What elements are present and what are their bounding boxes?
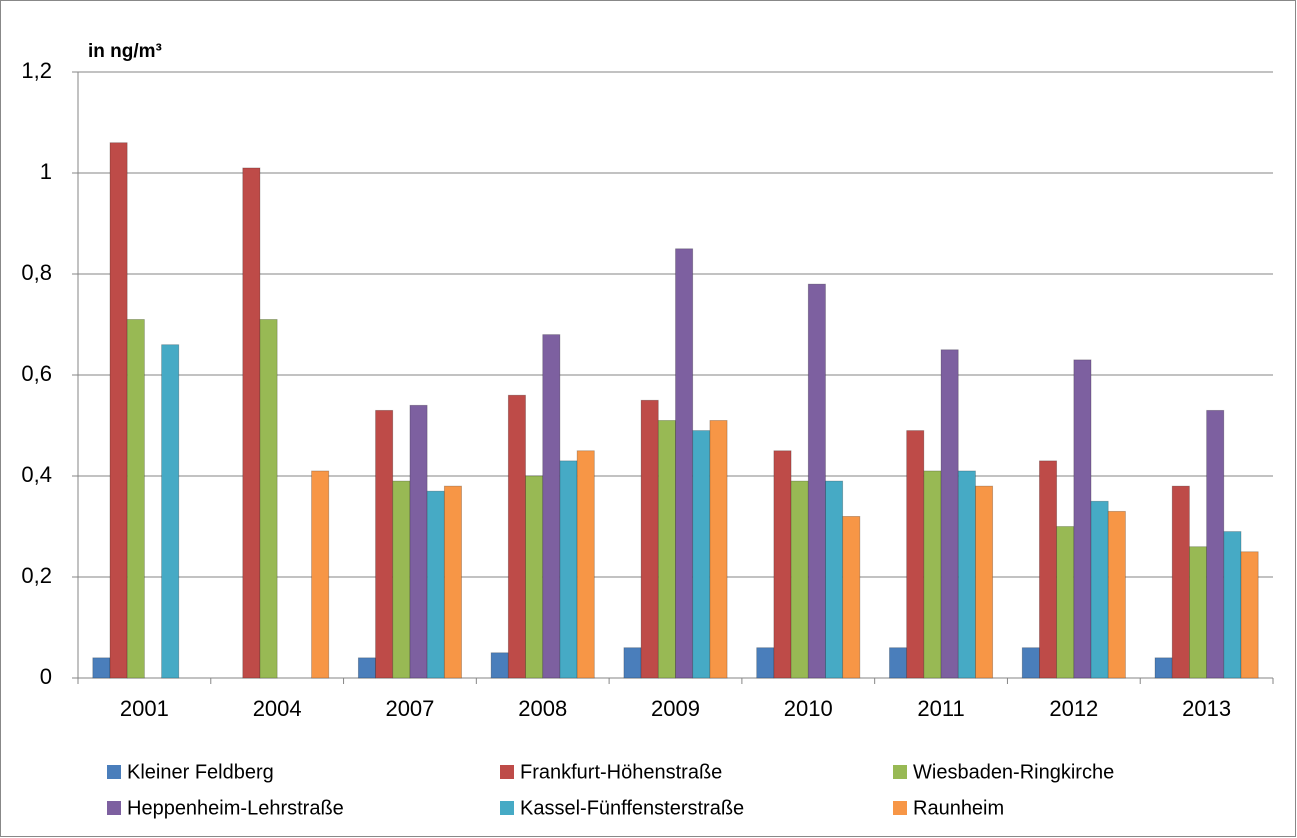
bar: [640, 399, 659, 679]
bar: [490, 652, 509, 679]
bar: [675, 248, 694, 679]
bar: [756, 647, 775, 679]
legend-label: Raunheim: [913, 797, 1004, 819]
bar: [576, 450, 595, 679]
y-tick-label: 1,2: [21, 58, 52, 83]
bar: [409, 404, 428, 679]
bar: [507, 394, 526, 679]
bar: [1240, 551, 1259, 679]
bar: [940, 349, 959, 679]
bar: [375, 409, 394, 679]
bar: [559, 460, 578, 679]
bar: [126, 319, 145, 679]
legend-label: Heppenheim-Lehrstraße: [127, 797, 344, 819]
bar: [525, 475, 544, 679]
bar: [889, 647, 908, 679]
legend-swatch: [107, 765, 121, 779]
x-tick-label: 2007: [385, 696, 434, 721]
x-tick-label: 2004: [253, 696, 302, 721]
bar: [259, 319, 278, 679]
bar: [923, 470, 942, 679]
y-tick-label: 1: [40, 159, 52, 184]
bar: [1107, 510, 1126, 679]
bar: [357, 657, 376, 679]
bar: [1154, 657, 1173, 679]
bar: [1090, 500, 1109, 679]
legend-swatch: [500, 765, 514, 779]
x-tick-label: 2010: [784, 696, 833, 721]
legend-swatch: [893, 765, 907, 779]
y-tick-label: 0,4: [21, 462, 52, 487]
x-tick-label: 2012: [1049, 696, 1098, 721]
x-tick-label: 2013: [1182, 696, 1231, 721]
y-tick-label: 0,2: [21, 563, 52, 588]
bar: [1073, 359, 1092, 679]
bar: [773, 450, 792, 679]
bar: [92, 657, 111, 679]
legend-swatch: [500, 801, 514, 815]
bar: [1189, 546, 1208, 679]
bar: [311, 470, 330, 679]
bar: [109, 142, 128, 679]
bar: [1039, 460, 1058, 679]
x-tick-label: 2001: [120, 696, 169, 721]
bar: [542, 334, 561, 679]
x-tick-label: 2011: [917, 696, 964, 721]
y-tick-label: 0: [40, 664, 52, 689]
bar: [657, 420, 676, 679]
bar: [906, 430, 925, 679]
bar: [426, 490, 445, 679]
bar: [1223, 531, 1242, 679]
bar: [161, 344, 180, 679]
y-tick-label: 0,8: [21, 260, 52, 285]
y-tick-label: 0,6: [21, 361, 52, 386]
bar: [825, 480, 844, 679]
x-tick-label: 2009: [651, 696, 700, 721]
bar: [975, 485, 994, 679]
legend-label: Kassel-Fünffensterstraße: [520, 797, 744, 819]
bar: [1171, 485, 1190, 679]
bar: [957, 470, 976, 679]
x-tick-label: 2008: [518, 696, 567, 721]
bar: [807, 283, 826, 679]
bar: [443, 485, 462, 679]
legend-label: Wiesbaden-Ringkirche: [913, 761, 1114, 783]
bar: [709, 420, 728, 679]
legend-swatch: [893, 801, 907, 815]
bar: [623, 647, 642, 679]
bar: [392, 480, 411, 679]
bar: [1206, 409, 1225, 679]
bar: [242, 167, 261, 679]
legend-label: Kleiner Feldberg: [127, 761, 274, 783]
bar: [692, 430, 711, 679]
legend-label: Frankfurt-Höhenstraße: [520, 761, 722, 783]
legend-swatch: [107, 801, 121, 815]
bar: [842, 516, 861, 679]
bar: [790, 480, 809, 679]
bar: [1021, 647, 1040, 679]
bar: [1056, 526, 1075, 679]
y-axis-title: in ng/m³: [88, 41, 162, 62]
